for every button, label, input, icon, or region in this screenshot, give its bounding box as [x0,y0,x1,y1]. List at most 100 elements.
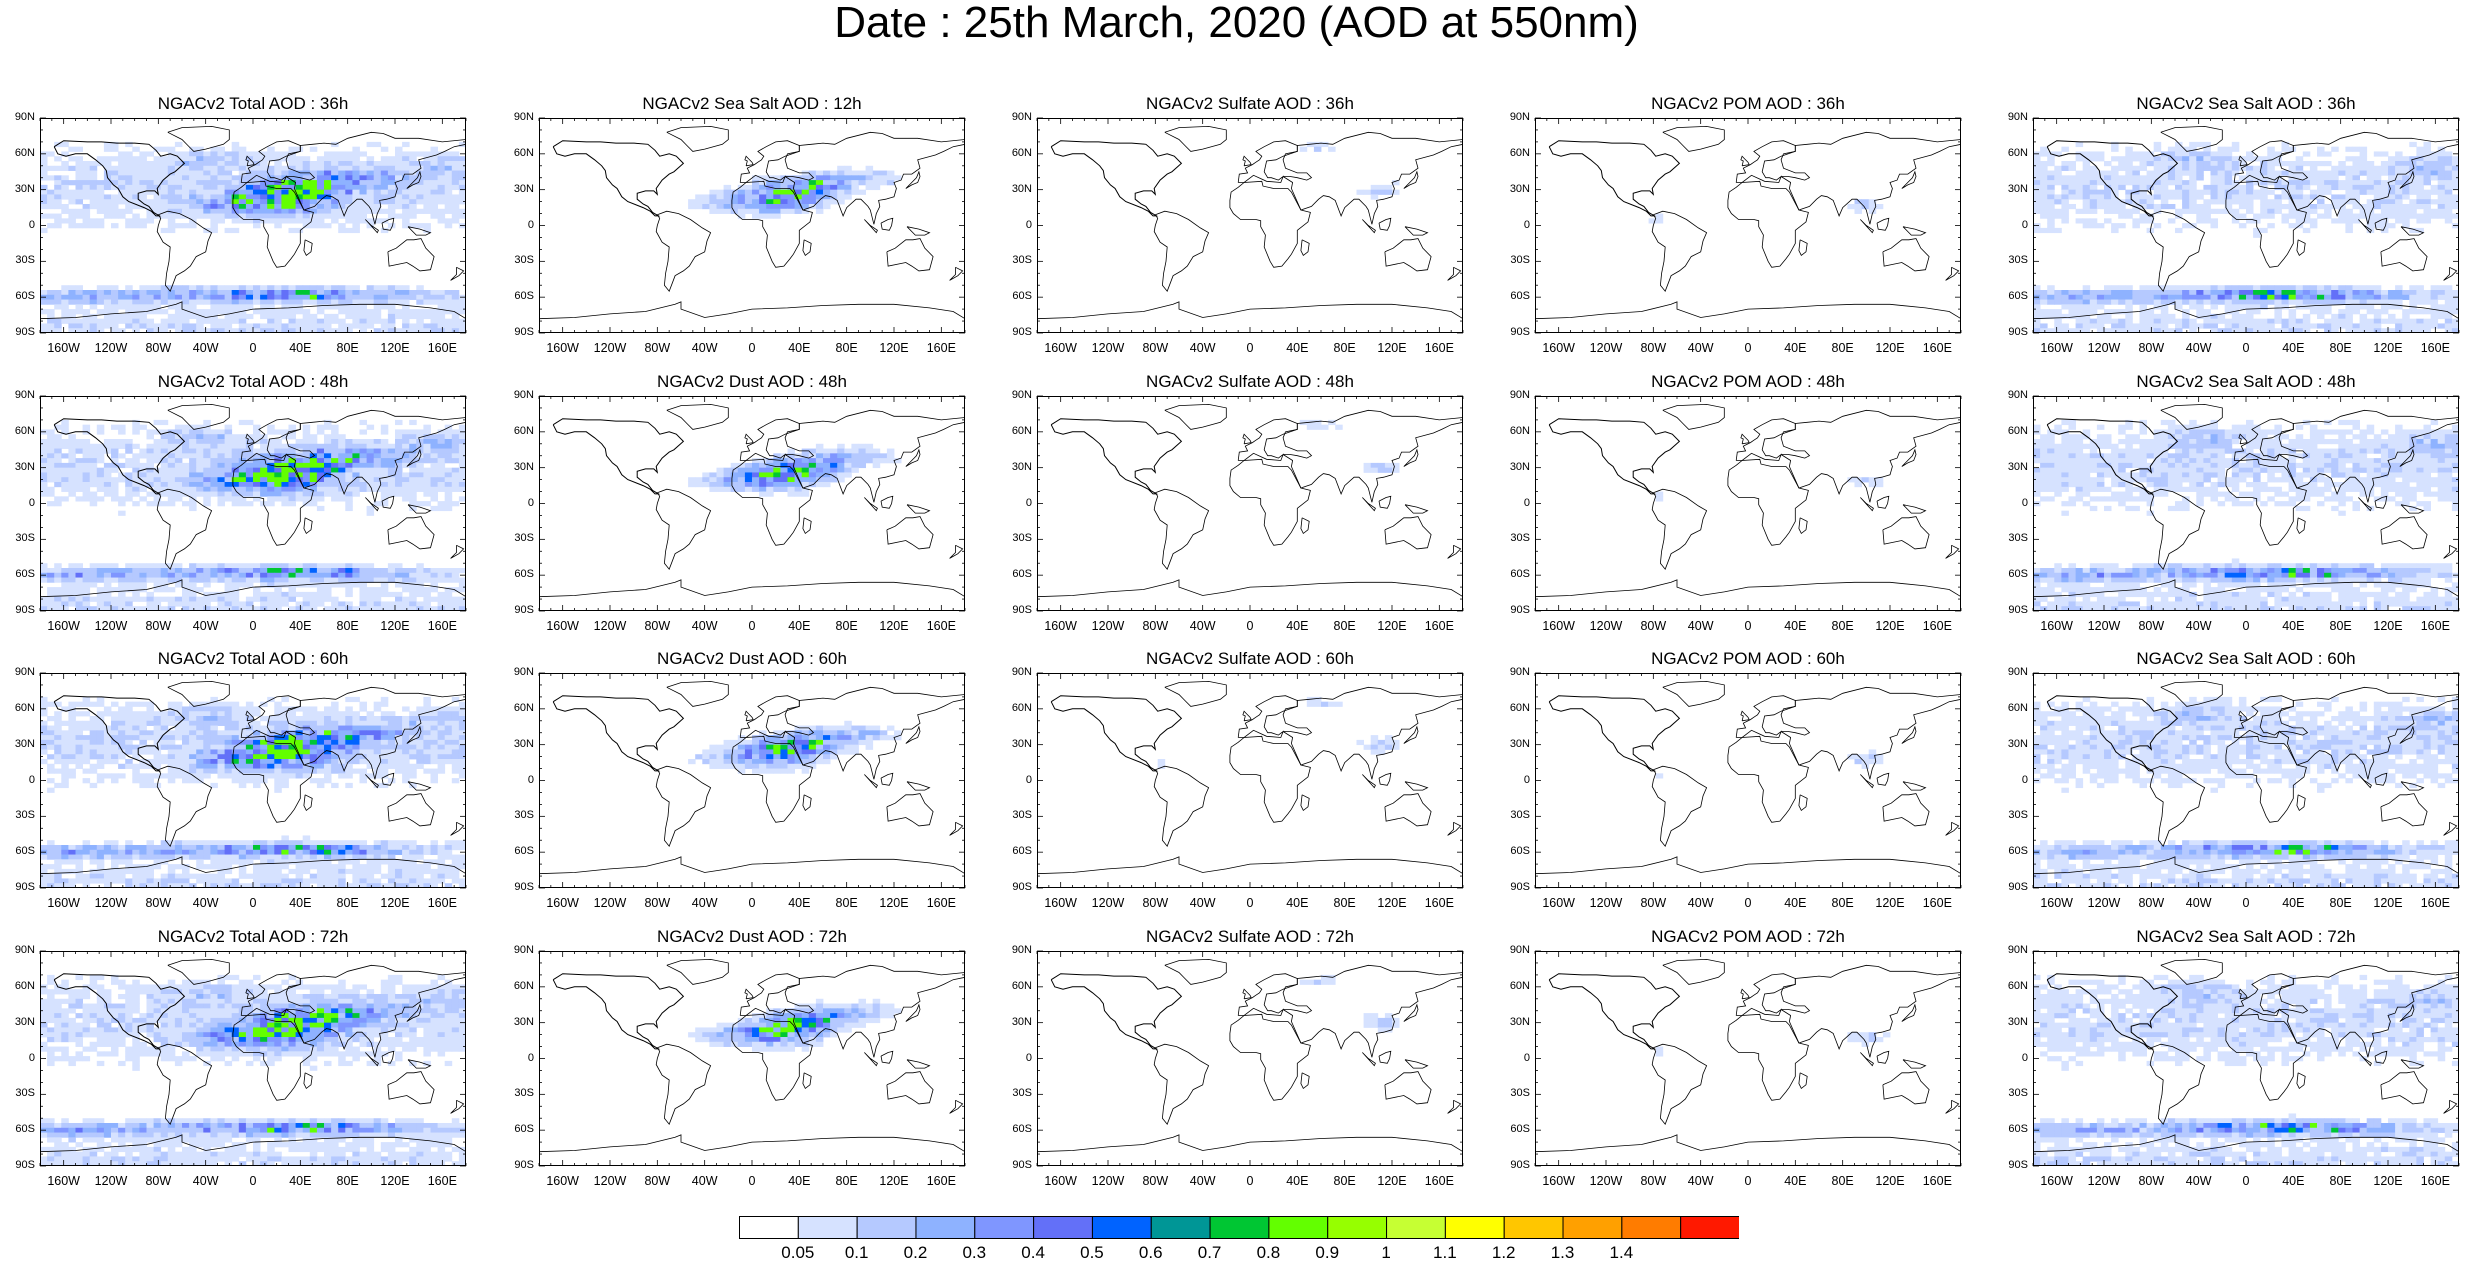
aod-cell [47,453,55,458]
lon-label: 160E [1414,341,1464,355]
aod-cell [345,161,353,166]
aod-cell [816,209,824,214]
aod-cell [61,587,69,592]
aod-cell [866,171,874,176]
aod-cell [40,300,48,305]
aod-cell [2097,319,2105,324]
aod-cell [210,492,218,497]
aod-cell [438,444,446,449]
aod-cell [844,166,852,171]
aod-cell [395,578,403,583]
aod-cell [2353,204,2361,209]
aod-cell [2374,151,2382,156]
aod-cell [423,439,431,444]
aod-cell [2395,218,2403,223]
aod-cell [2161,156,2169,161]
aod-cell [54,578,62,583]
aod-cell [76,482,84,487]
aod-cell [168,175,176,180]
aod-cell [218,290,226,295]
aod-cell [423,487,431,492]
aod-cell [111,597,119,602]
coastline [864,220,877,233]
aod-cell [260,285,268,290]
aod-cell [2424,319,2432,324]
aod-cell [2338,161,2346,166]
aod-cell [125,156,133,161]
aod-cell [118,185,126,190]
aod-cell [2196,290,2204,295]
aod-cell [2246,295,2254,300]
aod-cell [2132,156,2140,161]
aod-cell [402,319,410,324]
aod-cell [218,166,226,171]
aod-cell [452,194,460,199]
aod-cell [2203,209,2211,214]
aod-cell [139,151,147,156]
aod-cell [2282,304,2290,309]
aod-cell [2445,166,2453,171]
aod-cell [154,194,162,199]
aod-cell [445,501,453,506]
aod-cell [2338,314,2346,319]
aod-cell [310,578,318,583]
aod-cell [210,487,218,492]
aod-cell [2083,314,2091,319]
aod-cell [409,161,417,166]
coastline [2381,239,2427,271]
aod-cell [409,434,417,439]
aod-cell [416,319,424,324]
aod-cell [395,453,403,458]
aod-cell [381,209,389,214]
aod-cell [225,161,233,166]
aod-cell [395,290,403,295]
aod-cell [2310,204,2318,209]
aod-cell [402,300,410,305]
aod-cell [2289,300,2297,305]
aod-cell [331,444,339,449]
aod-cell [203,578,211,583]
aod-cell [2211,209,2219,214]
aod-cell [168,496,176,501]
aod-cell [168,587,176,592]
aod-cell [196,166,204,171]
aod-cell [196,472,204,477]
aod-cell [303,214,311,219]
aod-cell [2402,314,2410,319]
aod-cell [281,563,289,568]
aod-cell [2246,309,2254,314]
aod-cell [345,568,353,573]
aod-cell [2090,323,2098,328]
aod-cell [431,295,439,300]
aod-cell [331,482,339,487]
aod-cell [246,468,254,473]
aod-cell [239,147,247,152]
aod-cell [367,142,375,147]
aod-cell [2402,214,2410,219]
aod-cell [253,185,261,190]
aod-cell [2409,199,2417,204]
aod-cell [154,453,162,458]
aod-cell [239,166,247,171]
aod-cell [303,472,311,477]
aod-cell [2303,228,2311,233]
aod-cell [2232,323,2240,328]
aod-cell [2125,319,2133,324]
aod-cell [423,209,431,214]
aod-cell [402,171,410,176]
aod-cell [2061,166,2069,171]
aod-cell [182,199,190,204]
aod-cell [125,444,133,449]
aod-cell [2303,304,2311,309]
aod-cell [402,166,410,171]
aod-cell [182,323,190,328]
aod-cell [2274,199,2282,204]
aod-cell [388,199,396,204]
aod-cell [2182,180,2190,185]
aod-cell [1862,199,1870,204]
aod-cell [2438,204,2446,209]
aod-cell [2310,180,2318,185]
aod-cell [402,482,410,487]
aod-cell [161,147,169,152]
aod-cell [2338,290,2346,295]
